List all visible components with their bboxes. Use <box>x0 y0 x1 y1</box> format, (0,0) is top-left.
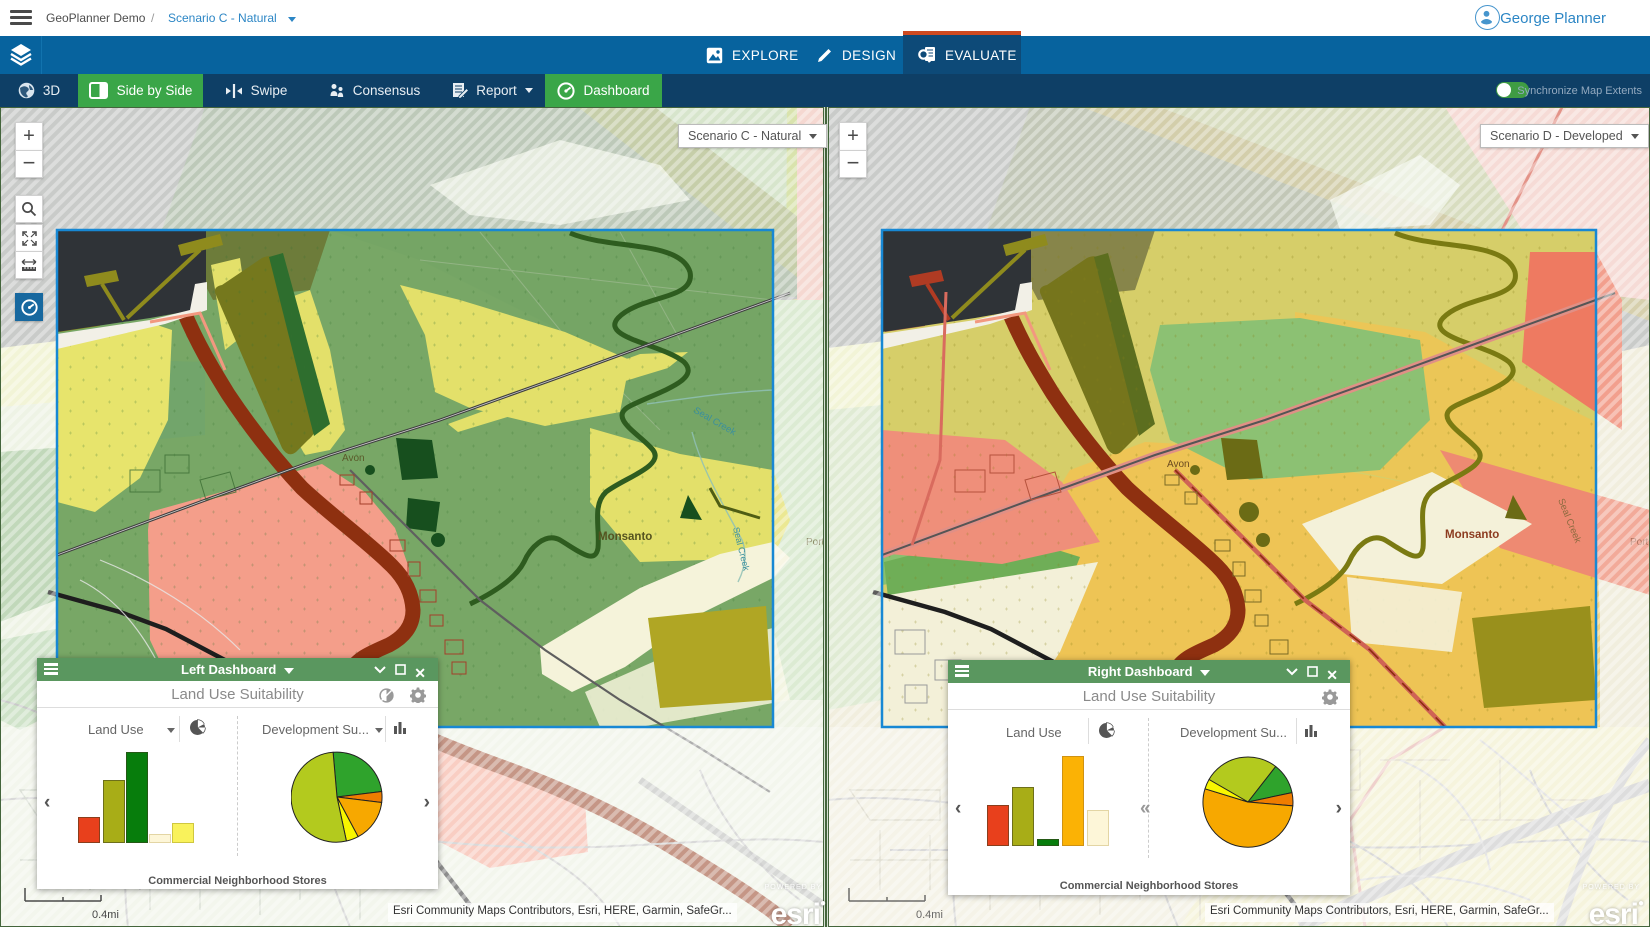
svg-text:Monsanto: Monsanto <box>1445 529 1499 541</box>
svg-text:Avon: Avon <box>342 453 365 464</box>
svg-text:Monsanto: Monsanto <box>598 531 652 543</box>
svg-text:0.4mi: 0.4mi <box>916 909 943 921</box>
svg-text:0.4mi: 0.4mi <box>92 909 119 921</box>
svg-text:Avon: Avon <box>1167 459 1190 470</box>
